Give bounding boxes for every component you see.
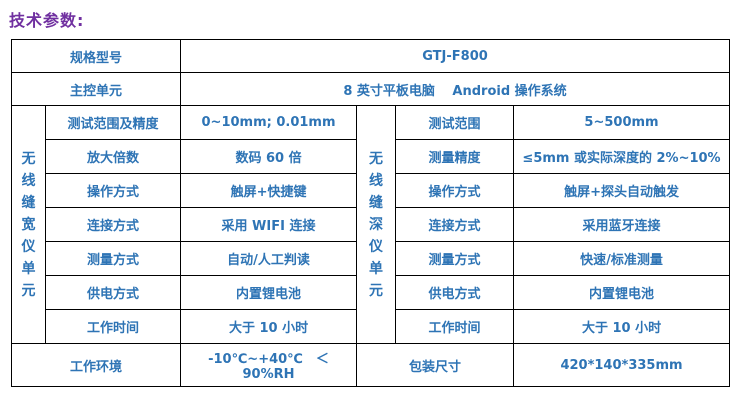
depth-param-name: 操作方式 bbox=[395, 173, 515, 208]
width-param-value: 内置锂电池 bbox=[180, 275, 358, 310]
work-env-value: -10℃~+40℃ ＜90%RH bbox=[180, 343, 358, 387]
work-env-label: 工作环境 bbox=[10, 343, 182, 387]
table-row: 放大倍数 数码 60 倍 测量精度 ≤5mm 或实际深度的 2%~10% bbox=[12, 139, 731, 174]
depth-param-name: 供电方式 bbox=[395, 275, 515, 310]
width-param-value: 采用 WIFI 连接 bbox=[180, 207, 358, 242]
table-row: 无线缝宽仪单元 测试范围及精度 0~10mm; 0.01mm 无线缝深仪单元 测… bbox=[11, 105, 731, 344]
main-unit-label: 主控单元 bbox=[10, 72, 182, 106]
width-param-value: 数码 60 倍 bbox=[180, 139, 358, 174]
width-group-label: 无线缝宽仪单元 bbox=[21, 150, 36, 299]
depth-param-value: ≤5mm 或实际深度的 2%~10% bbox=[513, 139, 731, 174]
width-group-cell: 无线缝宽仪单元 bbox=[11, 105, 46, 344]
width-param-name: 测试范围及精度 bbox=[44, 105, 182, 140]
width-param-value: 自动/人工判读 bbox=[180, 241, 358, 276]
width-param-name: 工作时间 bbox=[44, 309, 182, 344]
spec-model-label: 规格型号 bbox=[10, 39, 182, 73]
width-param-name: 操作方式 bbox=[44, 173, 182, 208]
page-title: 技术参数: bbox=[9, 11, 85, 30]
table-row: 操作方式 触屏+快捷键 操作方式 触屏+探头自动触发 bbox=[12, 173, 731, 208]
width-param-name: 连接方式 bbox=[44, 207, 182, 242]
depth-param-value: 触屏+探头自动触发 bbox=[513, 173, 731, 208]
width-param-name: 放大倍数 bbox=[44, 139, 182, 174]
depth-param-value: 内置锂电池 bbox=[513, 275, 731, 310]
depth-param-value: 快速/标准测量 bbox=[513, 241, 731, 276]
depth-group-cell: 无线缝深仪单元 bbox=[356, 105, 397, 344]
width-param-value: 0~10mm; 0.01mm bbox=[180, 105, 358, 140]
depth-param-name: 测试范围 bbox=[395, 105, 515, 140]
depth-param-name: 测量精度 bbox=[395, 139, 515, 174]
depth-param-value: 采用蓝牙连接 bbox=[513, 207, 731, 242]
table-row: 供电方式 内置锂电池 供电方式 内置锂电池 bbox=[12, 275, 731, 310]
main-unit-value: 8 英寸平板电脑 Android 操作系统 bbox=[180, 72, 731, 106]
depth-group-label: 无线缝深仪单元 bbox=[369, 150, 384, 299]
depth-param-value: 大于 10 小时 bbox=[513, 309, 731, 344]
pack-size-label: 包装尺寸 bbox=[356, 343, 515, 387]
width-param-name: 供电方式 bbox=[44, 275, 182, 310]
depth-param-value: 5~500mm bbox=[513, 105, 731, 140]
spec-table: 规格型号 GTJ-F800 主控单元 8 英寸平板电脑 Android 操作系统… bbox=[10, 39, 731, 387]
footer-row: 工作环境 -10℃~+40℃ ＜90%RH 包装尺寸 420*140*335mm bbox=[10, 343, 731, 387]
spec-model-value: GTJ-F800 bbox=[180, 39, 731, 73]
table-row: 工作时间 大于 10 小时 工作时间 大于 10 小时 bbox=[12, 309, 731, 344]
depth-param-name: 工作时间 bbox=[395, 309, 515, 344]
pack-size-value: 420*140*335mm bbox=[513, 343, 731, 387]
depth-param-name: 测量方式 bbox=[395, 241, 515, 276]
depth-param-name: 连接方式 bbox=[395, 207, 515, 242]
width-param-value: 大于 10 小时 bbox=[180, 309, 358, 344]
spec-model-row: 规格型号 GTJ-F800 bbox=[10, 39, 731, 73]
width-param-name: 测量方式 bbox=[44, 241, 182, 276]
width-param-value: 触屏+快捷键 bbox=[180, 173, 358, 208]
main-unit-row: 主控单元 8 英寸平板电脑 Android 操作系统 bbox=[10, 72, 731, 106]
